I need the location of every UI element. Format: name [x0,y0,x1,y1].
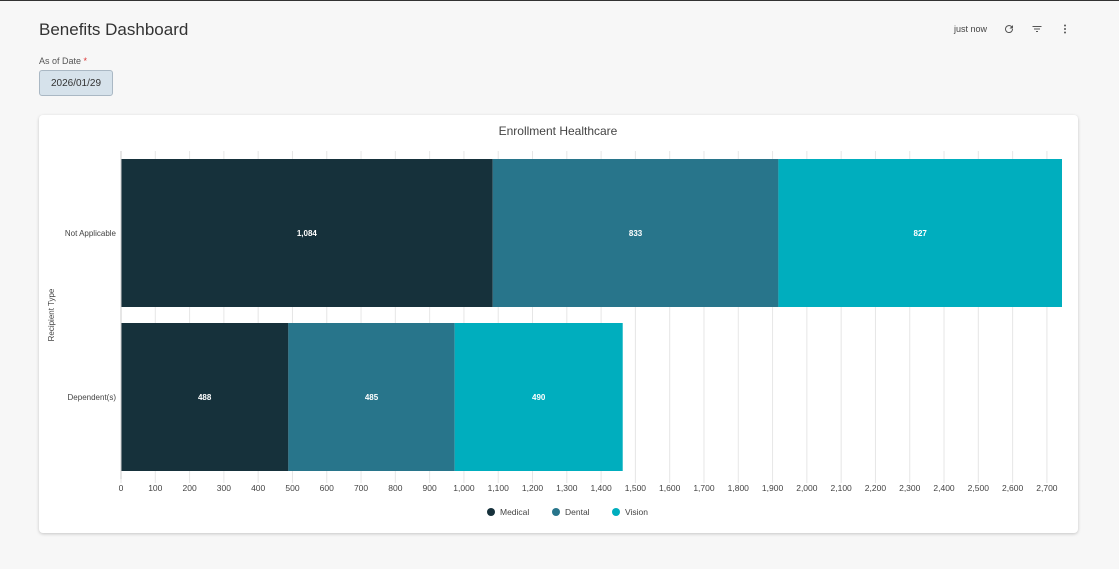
chart-svg: Enrollment Healthcare 0 100 200 300 400 500 600… [47,124,1062,517]
bar-medical [121,159,493,307]
y-tick-label: Not Applicable [65,229,117,238]
data-label: 488 [198,393,212,402]
x-tick-label: 900 [423,483,437,493]
x-tick-label: 1,400 [590,483,612,493]
x-tick-label: 1,700 [693,483,715,493]
data-label: 833 [629,229,643,238]
x-tick-label: 700 [354,483,368,493]
x-tick-label: 0 [119,483,124,493]
legend-marker-vision [612,508,620,516]
bar-vision [778,159,1062,307]
x-tick-label: 2,000 [796,483,818,493]
y-axis-label: Recipient Type [47,288,56,341]
x-tick-label: 800 [388,483,402,493]
x-tick-label: 2,400 [933,483,955,493]
x-tick-label: 200 [182,483,196,493]
x-tick-label: 2,300 [899,483,921,493]
x-tick-label: 500 [285,483,299,493]
legend-marker-medical [487,508,495,516]
as-of-date-label-text: As of Date [39,56,82,66]
x-tick-label: 1,100 [488,483,510,493]
bar-dental [288,323,455,471]
x-tick-label: 1,800 [728,483,750,493]
x-tick-label: 1,300 [556,483,578,493]
x-tick-label: 1,000 [453,483,475,493]
bar-vision [454,323,623,471]
enrollment-healthcare-chart: Enrollment Healthcare 0 100 200 300 400 500 600… [39,115,1078,533]
x-tick-label: 600 [320,483,334,493]
x-tick-label: 2,500 [968,483,990,493]
header-toolbar: just now [954,23,1071,35]
as-of-date-label: As of Date * [39,56,87,66]
legend-marker-dental [552,508,560,516]
filter-icon[interactable] [1031,23,1043,35]
chart-title: Enrollment Healthcare [499,124,618,138]
refresh-icon[interactable] [1003,23,1015,35]
x-tick-label: 1,200 [522,483,544,493]
x-tick-label: 2,700 [1036,483,1058,493]
x-tick-label: 1,600 [659,483,681,493]
data-label: 485 [365,393,379,402]
refresh-status: just now [953,24,987,34]
legend-label: Vision [625,507,648,517]
x-tick-label: 300 [217,483,231,493]
x-tick-label: 1,500 [625,483,647,493]
x-tick-label: 2,100 [831,483,853,493]
x-tick-label: 1,900 [762,483,784,493]
x-tick-label: 2,600 [1002,483,1024,493]
legend-label: Medical [500,507,529,517]
page-title: Benefits Dashboard [39,20,189,39]
y-tick-label: Dependent(s) [68,393,117,402]
x-tick-label: 400 [251,483,265,493]
required-mark: * [83,56,88,66]
bar-medical [121,323,289,471]
x-tick-label: 2,200 [865,483,887,493]
bar-dental [492,159,779,307]
data-label: 490 [532,393,546,402]
data-label: 1,084 [297,229,318,238]
data-label: 827 [914,229,928,238]
legend-label: Dental [565,507,590,517]
more-vert-icon[interactable] [1059,23,1071,35]
as-of-date-input[interactable]: 2026/01/29 [39,70,113,96]
x-tick-label: 100 [148,483,162,493]
